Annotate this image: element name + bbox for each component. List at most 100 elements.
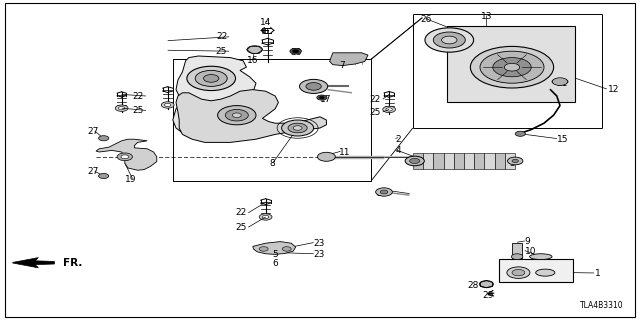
Ellipse shape (529, 254, 552, 260)
Circle shape (164, 103, 171, 107)
Circle shape (433, 32, 465, 48)
Circle shape (319, 96, 324, 99)
Text: 27: 27 (87, 127, 99, 136)
Text: 1: 1 (595, 269, 601, 278)
Text: 25: 25 (216, 47, 227, 56)
Polygon shape (330, 53, 368, 66)
Polygon shape (495, 153, 505, 169)
Text: 19: 19 (125, 175, 137, 184)
Polygon shape (13, 258, 54, 268)
Circle shape (317, 95, 327, 100)
Circle shape (306, 83, 321, 90)
Circle shape (288, 123, 307, 133)
Bar (512, 243, 522, 258)
Text: 12: 12 (608, 85, 620, 94)
Text: 29: 29 (482, 292, 493, 300)
Polygon shape (253, 242, 296, 254)
Circle shape (247, 46, 262, 53)
Circle shape (259, 247, 268, 251)
Circle shape (504, 63, 520, 71)
Circle shape (259, 214, 272, 220)
Circle shape (161, 102, 174, 108)
Circle shape (300, 79, 328, 93)
Polygon shape (505, 153, 515, 169)
Circle shape (493, 58, 531, 77)
Circle shape (282, 247, 291, 251)
Bar (447, 26, 575, 102)
Polygon shape (474, 153, 484, 169)
Text: 6: 6 (273, 260, 278, 268)
Circle shape (507, 267, 530, 278)
Text: 21: 21 (557, 79, 568, 88)
Polygon shape (173, 56, 259, 134)
Circle shape (225, 109, 248, 121)
Circle shape (195, 70, 227, 86)
Text: 22: 22 (216, 32, 227, 41)
Circle shape (121, 155, 129, 159)
Text: 28: 28 (467, 281, 479, 290)
Text: 14: 14 (260, 18, 271, 27)
Circle shape (117, 153, 132, 161)
Text: 5: 5 (273, 250, 278, 259)
Text: 7: 7 (339, 61, 345, 70)
Circle shape (262, 215, 269, 219)
Circle shape (479, 281, 493, 288)
Circle shape (232, 113, 241, 117)
Circle shape (410, 158, 420, 164)
Circle shape (515, 131, 525, 136)
Circle shape (470, 46, 554, 88)
Polygon shape (423, 153, 433, 169)
Text: 20: 20 (314, 82, 325, 91)
Polygon shape (484, 153, 495, 169)
Text: FR.: FR. (63, 258, 82, 268)
Text: 30: 30 (290, 48, 301, 57)
Text: 13: 13 (481, 12, 492, 20)
Text: 17: 17 (320, 95, 332, 104)
Circle shape (292, 50, 299, 53)
Circle shape (512, 269, 525, 276)
Circle shape (405, 156, 424, 166)
Polygon shape (433, 153, 444, 169)
Text: 24: 24 (376, 189, 388, 198)
Circle shape (386, 108, 392, 111)
Text: 16: 16 (247, 56, 259, 65)
Polygon shape (413, 153, 423, 169)
Circle shape (512, 159, 518, 163)
Text: 22: 22 (235, 208, 246, 217)
Circle shape (187, 66, 236, 91)
Circle shape (204, 75, 219, 82)
Text: 22: 22 (369, 95, 381, 104)
Text: 25: 25 (235, 223, 246, 232)
Ellipse shape (536, 269, 555, 276)
Circle shape (425, 28, 474, 52)
Circle shape (552, 78, 568, 85)
Text: 3: 3 (509, 159, 515, 168)
Circle shape (218, 106, 256, 125)
Text: 10: 10 (525, 247, 536, 256)
Text: 23: 23 (314, 239, 325, 248)
Polygon shape (454, 153, 464, 169)
Text: 23: 23 (314, 250, 325, 259)
Circle shape (99, 173, 109, 179)
Circle shape (383, 106, 396, 113)
Text: TLA4B3310: TLA4B3310 (580, 301, 624, 310)
Text: 25: 25 (369, 108, 381, 116)
Circle shape (290, 48, 301, 54)
Text: 4: 4 (396, 146, 401, 155)
Text: 2: 2 (396, 135, 401, 144)
Circle shape (380, 190, 388, 194)
Polygon shape (464, 153, 474, 169)
Circle shape (508, 157, 523, 165)
Bar (499, 259, 573, 282)
Polygon shape (96, 139, 157, 170)
Text: 9: 9 (525, 237, 531, 246)
Circle shape (442, 36, 457, 44)
Circle shape (118, 107, 125, 110)
Circle shape (282, 120, 314, 136)
Circle shape (115, 105, 128, 111)
Ellipse shape (552, 79, 568, 84)
Circle shape (317, 152, 335, 161)
Polygon shape (444, 153, 454, 169)
Text: 15: 15 (557, 135, 568, 144)
Text: 22: 22 (132, 92, 144, 100)
